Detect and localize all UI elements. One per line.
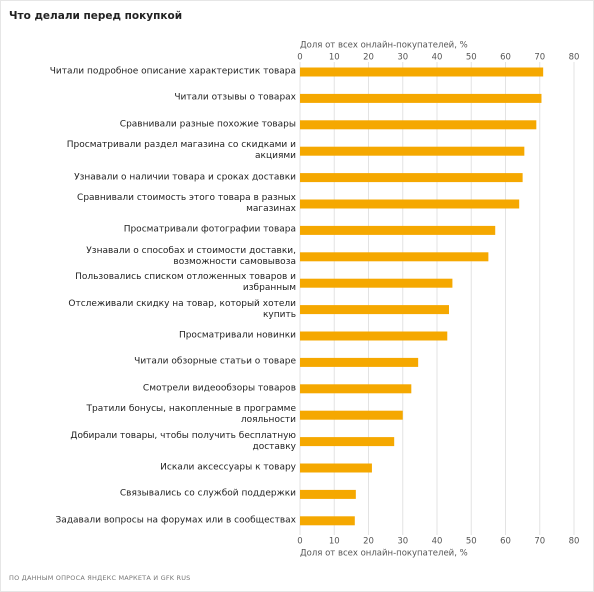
chart-title: Что делали перед покупкой <box>9 10 183 22</box>
x-tick-label: 50 <box>466 537 477 547</box>
category-label: Просматривали фотографии товара <box>123 224 296 235</box>
bar <box>300 67 544 77</box>
category-label: Сравнивали стоимость этого товара в разн… <box>77 193 296 214</box>
category-label: Искали аксессуары к товару <box>160 462 296 473</box>
x-axis-title: Доля от всех онлайн-покупателей, % <box>300 41 468 51</box>
bar <box>300 437 395 447</box>
x-tick-label: 80 <box>569 53 580 63</box>
bar <box>300 384 412 394</box>
bar <box>300 463 372 473</box>
bar <box>300 225 496 235</box>
category-label: Отслеживали скидку на товар, который хот… <box>68 298 296 320</box>
x-tick-label: 60 <box>500 537 511 547</box>
bar <box>300 357 419 367</box>
x-tick-label: 20 <box>363 537 374 547</box>
category-label: Узнавали о наличии товара и сроках доста… <box>74 172 296 183</box>
category-label: Пользовались списком отложенных товаров … <box>75 272 296 294</box>
x-tick-label: 80 <box>569 537 580 547</box>
source: ПО ДАННЫМ ОПРОСА ЯНДЕКС МАРКЕТА И GFK RU… <box>9 574 191 582</box>
x-tick-label: 30 <box>397 537 408 547</box>
x-tick-label: 0 <box>297 53 302 63</box>
category-label: Читали отзывы о товарах <box>174 92 296 103</box>
bar <box>300 516 355 526</box>
bar <box>300 199 520 209</box>
category-label: Просматривали новинки <box>178 330 296 341</box>
category-label: Тратили бонусы, накопленные в программе … <box>86 404 296 426</box>
category-label: Просматривали раздел магазина со скидкам… <box>66 140 296 162</box>
x-tick-label: 20 <box>363 53 374 63</box>
category-label: Добирали товары, чтобы получить бесплатн… <box>70 430 296 452</box>
bar <box>300 120 537 130</box>
bar <box>300 305 449 315</box>
x-tick-label: 10 <box>329 537 340 547</box>
bar <box>300 173 523 183</box>
category-label: Связывались со службой поддержки <box>119 488 296 499</box>
x-tick-label: 0 <box>297 537 302 547</box>
category-label: Смотрели видеообзоры товаров <box>142 383 296 394</box>
x-tick-label: 10 <box>329 53 340 63</box>
category-label: Задавали вопросы на форумах или в сообще… <box>55 515 296 526</box>
bar <box>300 252 489 262</box>
x-tick-label: 40 <box>432 53 443 63</box>
bar <box>300 146 525 156</box>
x-tick-label: 40 <box>432 537 443 547</box>
x-tick-label: 30 <box>397 53 408 63</box>
x-tick-label: 60 <box>500 53 511 63</box>
x-axis-title: Доля от всех онлайн-покупателей, % <box>300 549 468 559</box>
x-tick-label: 70 <box>534 53 545 63</box>
bar <box>300 93 542 103</box>
bar <box>300 489 356 499</box>
bar <box>300 410 403 420</box>
x-tick-label: 50 <box>466 53 477 63</box>
x-tick-label: 70 <box>534 537 545 547</box>
category-label: Читали подробное описание характеристик … <box>49 66 296 77</box>
category-label: Читали обзорные статьи о товаре <box>134 356 296 367</box>
bar <box>300 278 453 288</box>
category-label: Сравнивали разные похожие товары <box>119 119 296 130</box>
bar <box>300 331 448 341</box>
category-label: Узнавали о способах и стоимости доставки… <box>86 245 296 267</box>
